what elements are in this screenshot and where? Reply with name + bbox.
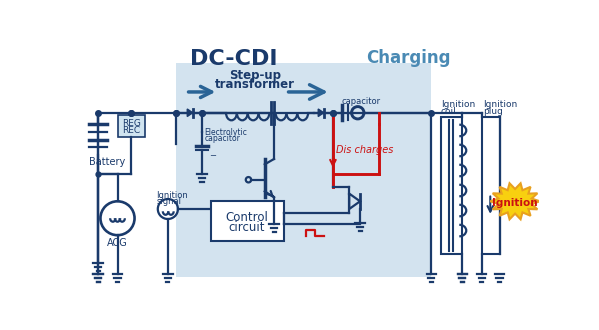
Text: Ignition: Ignition [441, 100, 475, 109]
Text: capacitor: capacitor [204, 134, 240, 143]
Text: signal: signal [156, 197, 181, 206]
Polygon shape [318, 109, 323, 116]
Text: Control: Control [225, 211, 268, 223]
Text: Charging: Charging [366, 49, 450, 67]
Polygon shape [187, 109, 193, 116]
Text: Ignition: Ignition [156, 190, 188, 200]
Text: Ignition: Ignition [492, 198, 538, 208]
Text: Step-up: Step-up [229, 69, 281, 82]
Text: circuit: circuit [229, 220, 265, 234]
Text: REC: REC [122, 126, 141, 135]
Text: coil: coil [441, 107, 456, 116]
Bar [482, 116, 500, 254]
Bar [441, 116, 462, 254]
Text: REG: REG [122, 119, 141, 128]
Text: Battery: Battery [89, 157, 125, 167]
Polygon shape [490, 183, 540, 219]
Text: DC-CDI: DC-CDI [190, 49, 277, 69]
Bar [117, 115, 146, 137]
Text: Electrolytic: Electrolytic [204, 128, 247, 137]
Text: ACG: ACG [107, 238, 128, 248]
Text: transformer: transformer [214, 78, 295, 91]
Text: plug: plug [483, 107, 503, 116]
Text: capacitor: capacitor [341, 97, 380, 106]
Bar [210, 201, 284, 241]
Text: −: − [209, 151, 216, 160]
Text: Dis charges: Dis charges [336, 145, 394, 155]
Bar [176, 63, 431, 277]
Text: Ignition: Ignition [483, 100, 518, 109]
